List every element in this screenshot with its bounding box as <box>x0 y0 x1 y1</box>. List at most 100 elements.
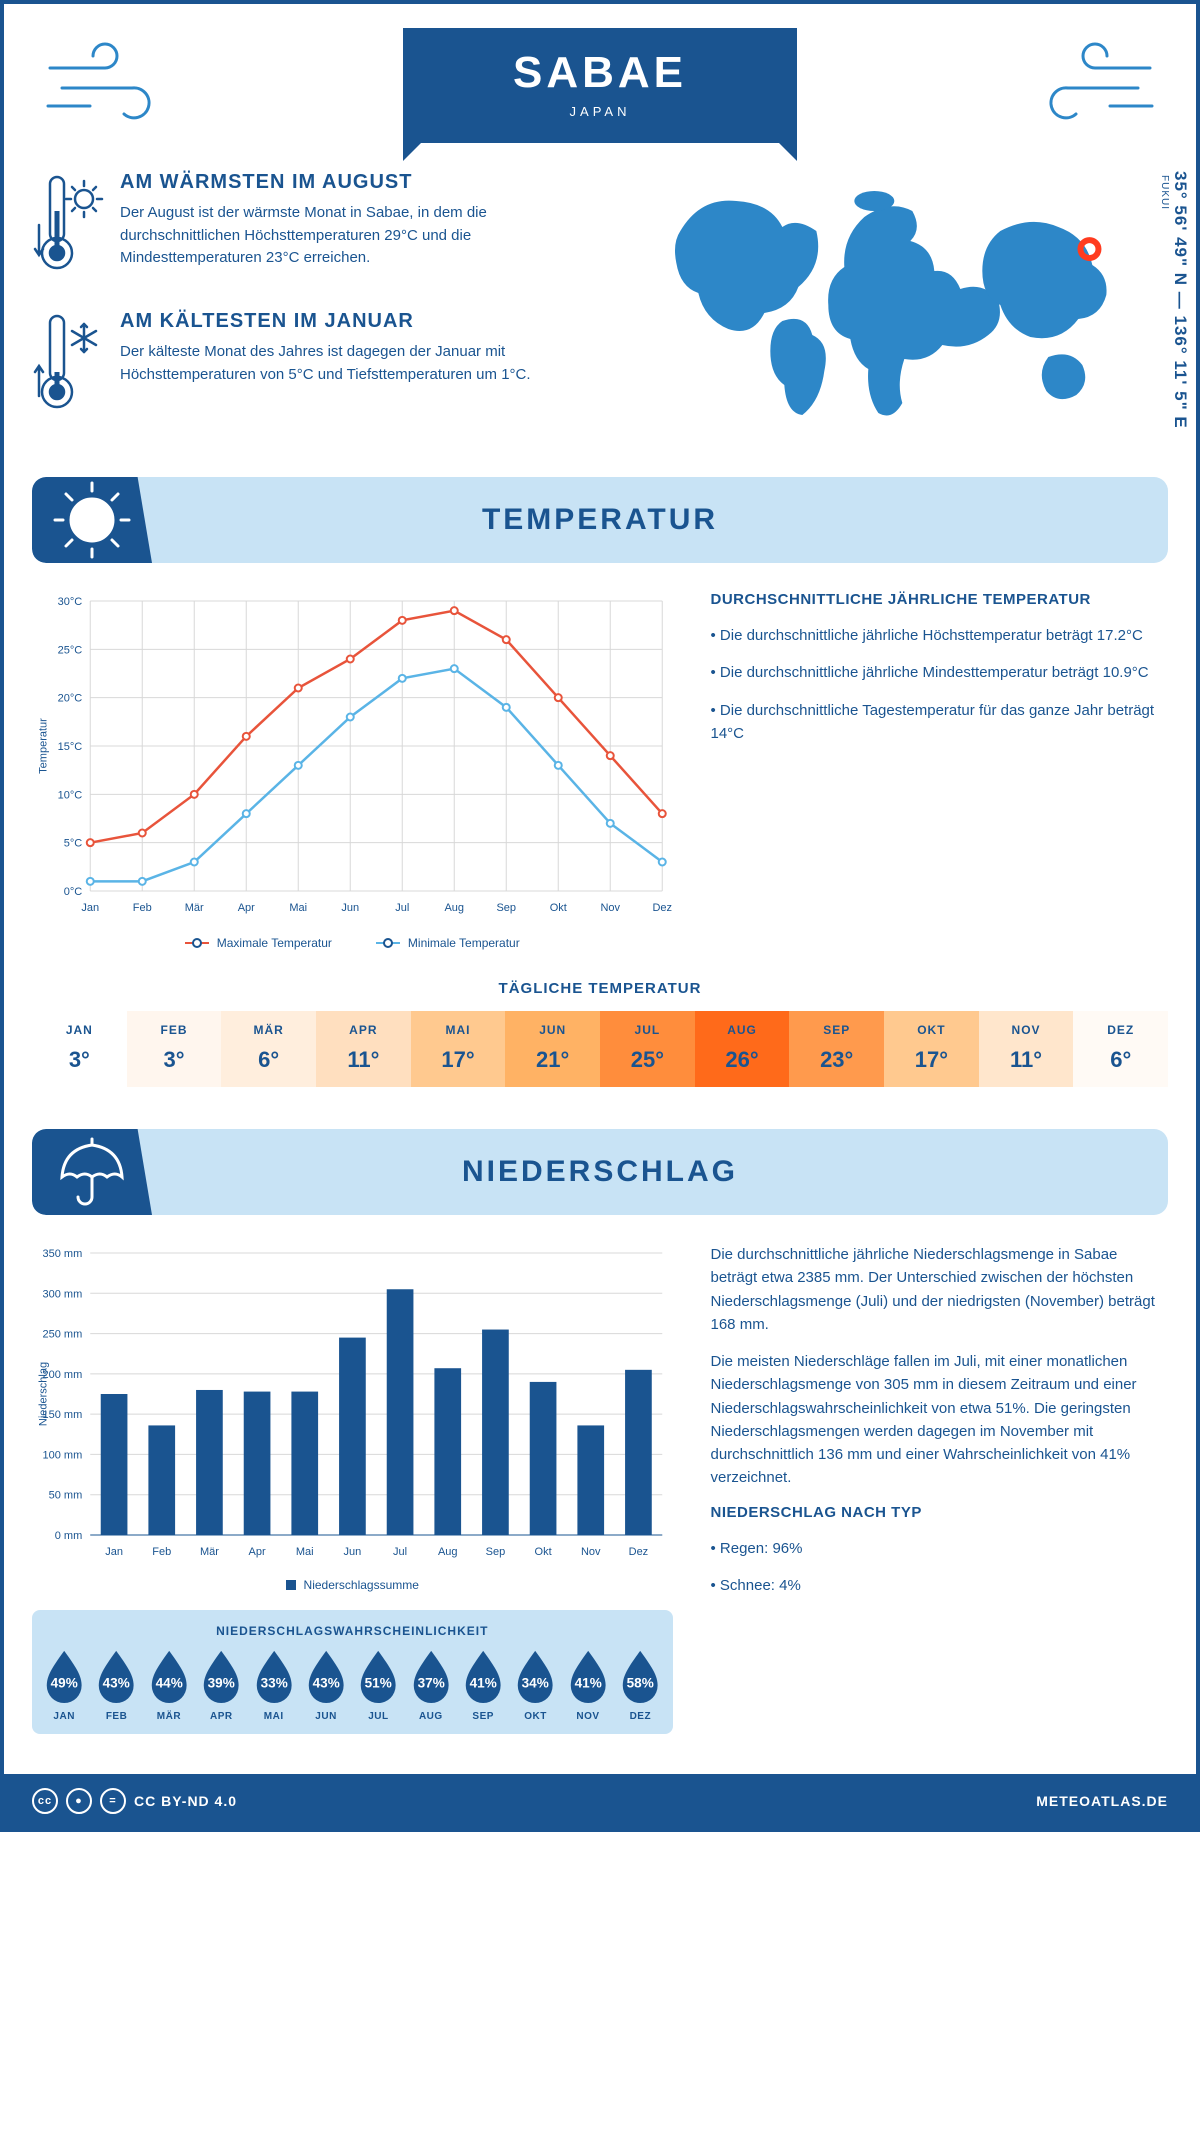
cc-icon: cc <box>32 1788 58 1814</box>
svg-text:Sep: Sep <box>496 902 516 914</box>
svg-text:58%: 58% <box>627 1676 654 1691</box>
svg-text:Nov: Nov <box>581 1546 601 1558</box>
warmest-title: AM WÄRMSTEN IM AUGUST <box>120 171 593 194</box>
svg-text:Apr: Apr <box>238 902 255 914</box>
svg-text:Jan: Jan <box>81 902 99 914</box>
daily-cell: AUG26° <box>695 1011 790 1087</box>
nd-icon: = <box>100 1788 126 1814</box>
temp-legend: Maximale Temperatur Minimale Temperatur <box>32 936 673 950</box>
temp-heading: TEMPERATUR <box>32 503 1168 537</box>
svg-text:Jun: Jun <box>341 902 359 914</box>
svg-text:Mär: Mär <box>200 1546 219 1558</box>
prob-drop: 34% OKT <box>511 1646 559 1722</box>
temperature-line-chart: 0°C5°C10°C15°C20°C25°C30°CJanFebMärAprMa… <box>32 591 673 921</box>
prob-drop: 49% JAN <box>40 1646 88 1722</box>
prob-drop: 41% SEP <box>459 1646 507 1722</box>
footer: cc ● = CC BY-ND 4.0 METEOATLAS.DE <box>4 1774 1196 1828</box>
prob-drop: 44% MÄR <box>145 1646 193 1722</box>
thermometer-cold-icon <box>32 310 104 425</box>
prob-drop: 43% JUN <box>302 1646 350 1722</box>
precip-section-header: NIEDERSCHLAG <box>32 1129 1168 1215</box>
daily-cell: OKT17° <box>884 1011 979 1087</box>
svg-text:5°C: 5°C <box>64 838 83 850</box>
wind-icon <box>42 38 162 133</box>
svg-text:43%: 43% <box>103 1676 130 1691</box>
svg-text:33%: 33% <box>260 1676 287 1691</box>
svg-text:Mai: Mai <box>296 1546 314 1558</box>
intro-row: AM WÄRMSTEN IM AUGUST Der August ist der… <box>32 171 1168 449</box>
svg-text:44%: 44% <box>155 1676 182 1691</box>
svg-text:25°C: 25°C <box>58 644 83 656</box>
svg-text:0°C: 0°C <box>64 886 83 898</box>
by-icon: ● <box>66 1788 92 1814</box>
temp-section-header: TEMPERATUR <box>32 477 1168 563</box>
svg-text:51%: 51% <box>365 1676 392 1691</box>
svg-text:Nov: Nov <box>600 902 620 914</box>
svg-text:Jul: Jul <box>395 902 409 914</box>
precipitation-bar-chart: 0 mm50 mm100 mm150 mm200 mm250 mm300 mm3… <box>32 1243 673 1563</box>
site-name: METEOATLAS.DE <box>1036 1793 1168 1809</box>
svg-text:49%: 49% <box>51 1676 78 1691</box>
daily-cell: MÄR6° <box>221 1011 316 1087</box>
license-text: CC BY-ND 4.0 <box>134 1793 237 1809</box>
daily-cell: FEB3° <box>127 1011 222 1087</box>
svg-text:Mai: Mai <box>289 902 307 914</box>
world-map <box>633 171 1168 431</box>
svg-text:250 mm: 250 mm <box>43 1329 83 1341</box>
svg-text:350 mm: 350 mm <box>43 1248 83 1260</box>
svg-text:0 mm: 0 mm <box>55 1530 83 1542</box>
title-ribbon: SABAE JAPAN <box>403 28 797 143</box>
probability-box: NIEDERSCHLAGSWAHRSCHEINLICHKEIT 49% JAN … <box>32 1610 673 1734</box>
precip-legend: Niederschlagssumme <box>32 1578 673 1592</box>
svg-text:Apr: Apr <box>249 1546 266 1558</box>
temp-info: DURCHSCHNITTLICHE JÄHRLICHE TEMPERATUR •… <box>711 591 1169 950</box>
thermometer-hot-icon <box>32 171 104 286</box>
svg-text:50 mm: 50 mm <box>49 1490 83 1502</box>
svg-text:Dez: Dez <box>629 1546 649 1558</box>
svg-text:43%: 43% <box>313 1676 340 1691</box>
daily-temp-row: JAN3°FEB3°MÄR6°APR11°MAI17°JUN21°JUL25°A… <box>32 1011 1168 1087</box>
svg-text:20°C: 20°C <box>58 693 83 705</box>
header: SABAE JAPAN <box>32 28 1168 143</box>
svg-text:34%: 34% <box>522 1676 549 1691</box>
svg-text:Aug: Aug <box>444 902 464 914</box>
coldest-title: AM KÄLTESTEN IM JANUAR <box>120 310 593 333</box>
svg-text:300 mm: 300 mm <box>43 1288 83 1300</box>
precip-heading: NIEDERSCHLAG <box>32 1155 1168 1189</box>
prob-drop: 41% NOV <box>564 1646 612 1722</box>
svg-text:15°C: 15°C <box>58 741 83 753</box>
daily-cell: APR11° <box>316 1011 411 1087</box>
prob-drop: 58% DEZ <box>616 1646 664 1722</box>
daily-cell: SEP23° <box>789 1011 884 1087</box>
prob-drop: 39% APR <box>197 1646 245 1722</box>
wind-icon <box>1038 38 1158 133</box>
prob-drop: 51% JUL <box>354 1646 402 1722</box>
city-name: SABAE <box>513 48 687 98</box>
svg-text:Jul: Jul <box>393 1546 407 1558</box>
daily-temp-heading: TÄGLICHE TEMPERATUR <box>32 980 1168 997</box>
warmest-text: Der August ist der wärmste Monat in Saba… <box>120 202 593 270</box>
daily-cell: JAN3° <box>32 1011 127 1087</box>
precip-info: Die durchschnittliche jährliche Niedersc… <box>711 1243 1169 1734</box>
prob-drop: 43% FEB <box>92 1646 140 1722</box>
svg-text:10°C: 10°C <box>58 789 83 801</box>
umbrella-icon <box>32 1129 152 1215</box>
svg-text:Okt: Okt <box>550 902 567 914</box>
country-name: JAPAN <box>513 104 687 119</box>
daily-cell: JUN21° <box>505 1011 600 1087</box>
svg-text:Mär: Mär <box>185 902 204 914</box>
prob-drop: 37% AUG <box>407 1646 455 1722</box>
svg-text:Jun: Jun <box>344 1546 362 1558</box>
svg-text:Feb: Feb <box>152 1546 171 1558</box>
daily-cell: NOV11° <box>979 1011 1074 1087</box>
svg-text:100 mm: 100 mm <box>43 1449 83 1461</box>
svg-text:Sep: Sep <box>486 1546 506 1558</box>
daily-cell: JUL25° <box>600 1011 695 1087</box>
prob-drop: 33% MAI <box>250 1646 298 1722</box>
svg-text:Niederschlag: Niederschlag <box>37 1362 49 1426</box>
svg-text:Dez: Dez <box>652 902 672 914</box>
svg-text:30°C: 30°C <box>58 596 83 608</box>
coords-label: 35° 56' 49" N — 136° 11' 5" E <box>1170 171 1190 429</box>
region-label: FUKUI <box>1159 175 1170 210</box>
svg-text:Temperatur: Temperatur <box>37 718 49 774</box>
